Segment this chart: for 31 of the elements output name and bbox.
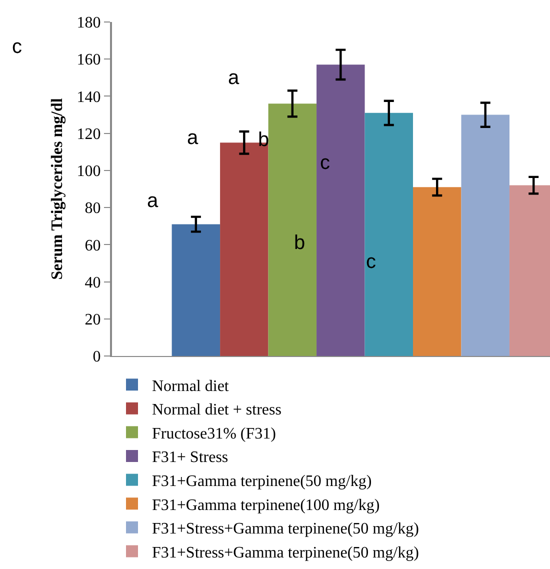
y-tick-label: 40 [84,274,101,292]
legend-label: Normal diet + stress [152,402,282,419]
y-tick-label: 0 [92,348,101,366]
annotation: a [187,127,199,149]
legend-label: F31+ Stress [152,449,228,466]
y-tick-label: 140 [76,88,101,106]
y-tick-label: 80 [84,200,101,218]
legend-label: Normal diet [152,378,230,395]
bar [413,187,462,356]
legend-label: F31+Gamma terpinene(50 mg/kg) [152,473,372,490]
bar [268,104,317,356]
legend-label: F31+Gamma terpinene(100 mg/kg) [152,496,380,514]
bar [316,64,365,356]
y-axis-title: Serum Triglycerides mg/dl [49,98,66,280]
annotation: c [320,152,330,174]
bar [364,112,413,356]
annotation: a [147,190,159,212]
y-tick-label: 20 [84,311,101,328]
y-tick-label: 120 [76,126,101,143]
annotation: a [228,67,240,89]
bar [172,224,220,356]
legend-label: F31+Stress+Gamma terpinene(50 mg/kg) [152,544,419,562]
legend-label: Fructose31% (F31) [152,425,276,442]
annotation: b [294,232,306,254]
annotation: c [366,251,376,273]
y-tick-label: 60 [84,237,101,254]
text: c [12,36,22,58]
y-tick-label: 180 [76,14,101,32]
legend-label: F31+Stress+Gamma terpinene(50 mg/kg) [152,520,419,538]
y-tick-label: 160 [76,52,101,69]
y-tick-label: 100 [76,163,101,180]
